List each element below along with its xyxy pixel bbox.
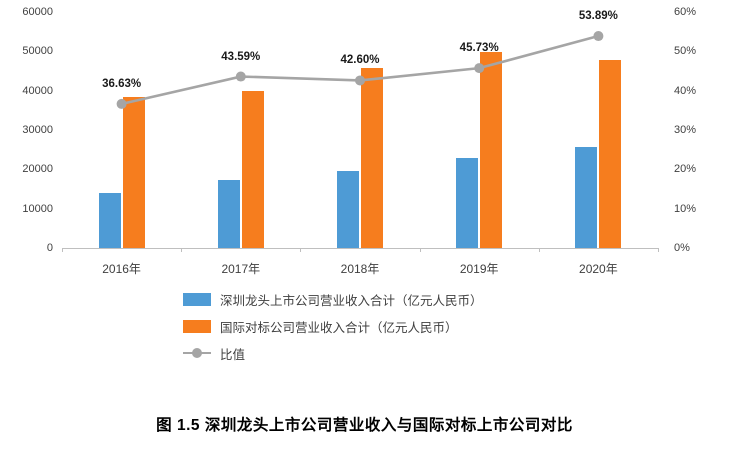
x-axis-tick bbox=[419, 248, 421, 252]
chart-legend: 深圳龙头上市公司营业收入合计（亿元人民币） 国际对标公司营业收入合计（亿元人民币）… bbox=[183, 291, 483, 372]
ratio-line bbox=[121, 34, 599, 106]
bar-shenzhen-2018年 bbox=[337, 171, 359, 248]
figure-caption: 图 1.5 深圳龙头上市公司营业收入与国际对标上市公司对比 bbox=[156, 417, 573, 434]
x-axis-line bbox=[62, 248, 658, 249]
y-right-tick-label: 0% bbox=[674, 242, 690, 254]
y-left-tick-label: 60000 bbox=[22, 6, 53, 18]
bar-international-2018年 bbox=[361, 67, 383, 248]
y-right-tick-label: 40% bbox=[674, 84, 697, 97]
legend-label: 比值 bbox=[220, 347, 246, 362]
x-axis-tick bbox=[658, 248, 659, 252]
bar-international-2016年 bbox=[122, 97, 145, 248]
x-axis-tick bbox=[538, 248, 540, 252]
bar-shenzhen-2020年 bbox=[575, 146, 598, 248]
bar-shenzhen-2017年 bbox=[217, 179, 240, 248]
ratio-data-label: 45.73% bbox=[459, 42, 499, 55]
y-right-tick-label: 50% bbox=[674, 45, 697, 58]
x-axis-category-label: 2017年 bbox=[221, 262, 261, 276]
ratio-data-label: 53.89% bbox=[578, 10, 618, 23]
legend-swatch bbox=[183, 292, 211, 306]
ratio-line-marker bbox=[593, 31, 604, 42]
legend-item-shenzhen-revenue: 深圳龙头上市公司营业收入合计（亿元人民币） bbox=[183, 291, 483, 308]
y-left-tick-label: 50000 bbox=[22, 45, 53, 58]
bar-international-2020年 bbox=[599, 60, 622, 248]
legend-line-swatch bbox=[183, 347, 211, 360]
y-right-tick-label: 10% bbox=[674, 202, 697, 215]
x-axis-category-label: 2020年 bbox=[579, 262, 618, 276]
y-left-tick-label: 40000 bbox=[22, 84, 53, 97]
y-right-tick-label: 60% bbox=[674, 6, 697, 18]
bar-international-2017年 bbox=[241, 90, 264, 248]
bar-shenzhen-2019年 bbox=[456, 158, 479, 248]
y-left-tick-label: 20000 bbox=[22, 163, 53, 176]
x-axis-tick bbox=[300, 248, 302, 252]
ratio-data-label: 43.59% bbox=[221, 50, 261, 63]
y-left-tick-label: 0 bbox=[46, 242, 53, 254]
legend-swatch bbox=[183, 319, 211, 333]
x-axis-category-label: 2019年 bbox=[459, 262, 499, 276]
x-axis-category-label: 2016年 bbox=[102, 262, 141, 276]
legend-line-marker bbox=[192, 348, 202, 358]
bar-international-2019年 bbox=[480, 51, 503, 248]
ratio-data-label: 36.63% bbox=[102, 77, 142, 90]
ratio-line-marker bbox=[235, 71, 246, 82]
legend-item-ratio: 比值 bbox=[183, 345, 483, 362]
x-axis-category-label: 2018年 bbox=[340, 262, 380, 276]
legend-label: 深圳龙头上市公司营业收入合计（亿元人民币） bbox=[220, 293, 483, 308]
y-left-tick-label: 10000 bbox=[22, 202, 53, 215]
x-axis-tick bbox=[62, 248, 63, 252]
y-right-tick-label: 20% bbox=[674, 163, 697, 176]
bar-shenzhen-2016年 bbox=[98, 192, 121, 248]
x-axis-tick bbox=[181, 248, 183, 252]
y-right-tick-label: 30% bbox=[674, 124, 697, 136]
legend-label: 国际对标公司营业收入合计（亿元人民币） bbox=[220, 320, 458, 335]
legend-item-international-revenue: 国际对标公司营业收入合计（亿元人民币） bbox=[183, 318, 483, 335]
ratio-data-label: 42.60% bbox=[340, 54, 380, 67]
y-left-tick-label: 30000 bbox=[22, 124, 53, 136]
